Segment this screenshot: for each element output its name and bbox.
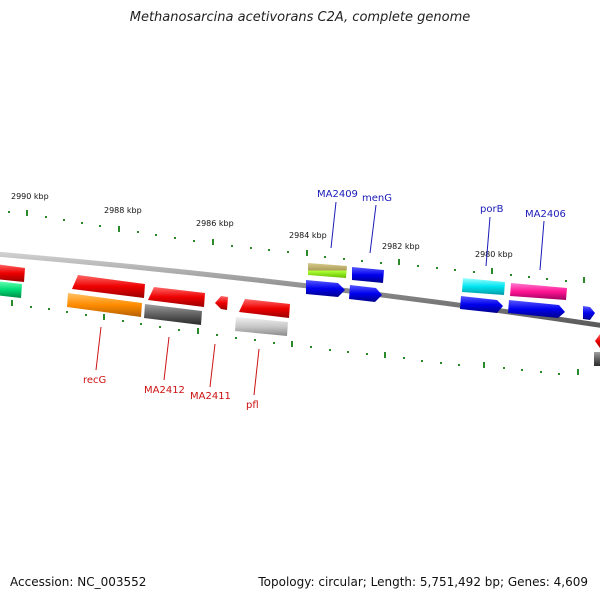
bottom-leader-lines (95, 326, 260, 396)
map-title: Methanosarcina acetivorans C2A, complete… (129, 10, 471, 25)
gene-arrow-pfl[interactable] (239, 299, 290, 318)
gene-label-ma2406[interactable]: MA2406 (525, 209, 566, 220)
gene-arrow-porb[interactable] (462, 278, 505, 295)
gene-label-ma2411[interactable]: MA2411 (190, 391, 231, 402)
gene-arrow-meng[interactable] (352, 267, 384, 283)
gene-arrow-ma2409[interactable] (308, 263, 347, 278)
gene-label-pfl[interactable]: pfl (246, 400, 259, 411)
gene-arrow[interactable] (583, 306, 595, 320)
gene-arrow[interactable] (508, 300, 565, 318)
gene-label-ma2409[interactable]: MA2409 (317, 189, 358, 200)
gene-arrow[interactable] (235, 317, 288, 336)
kbp-label-2986: 2986 kbp (196, 219, 234, 228)
gene-arrow[interactable] (594, 352, 600, 366)
top-strand-genes (0, 263, 567, 300)
gene-arrow-ma2412[interactable] (144, 304, 202, 325)
gene-arrow[interactable] (306, 280, 345, 297)
outer-tick-track (8, 210, 585, 283)
gene-arrow-ma2411[interactable] (215, 296, 228, 310)
gene-arrow[interactable] (0, 264, 25, 282)
kbp-label-2990: 2990 kbp (11, 192, 49, 201)
gene-arrow-recg[interactable] (67, 293, 142, 317)
genome-summary-text: Topology: circular; Length: 5,751,492 bp… (258, 575, 588, 589)
accession-text: Accession: NC_003552 (10, 575, 147, 589)
bottom-strand-genes (0, 275, 600, 366)
kbp-label-2980: 2980 kbp (475, 250, 513, 259)
gene-arrow[interactable] (595, 334, 600, 348)
inner-tick-track (11, 300, 579, 375)
gene-arrow-ma2406[interactable] (510, 283, 567, 300)
gene-label-ma2412[interactable]: MA2412 (144, 385, 185, 396)
gene-arrow[interactable] (148, 287, 205, 307)
gene-arrow[interactable] (349, 285, 382, 302)
kbp-label-2984: 2984 kbp (289, 231, 327, 240)
kbp-label-2982: 2982 kbp (382, 242, 420, 251)
gene-label-recg[interactable]: recG (83, 375, 106, 386)
gene-label-meng[interactable]: menG (362, 193, 392, 204)
gene-arrow[interactable] (72, 275, 145, 298)
kbp-label-2988: 2988 kbp (104, 206, 142, 215)
gene-label-porb[interactable]: porB (480, 204, 504, 215)
gene-arrow[interactable] (0, 281, 22, 298)
gene-arrow[interactable] (460, 296, 503, 313)
top-leader-lines (330, 201, 545, 271)
